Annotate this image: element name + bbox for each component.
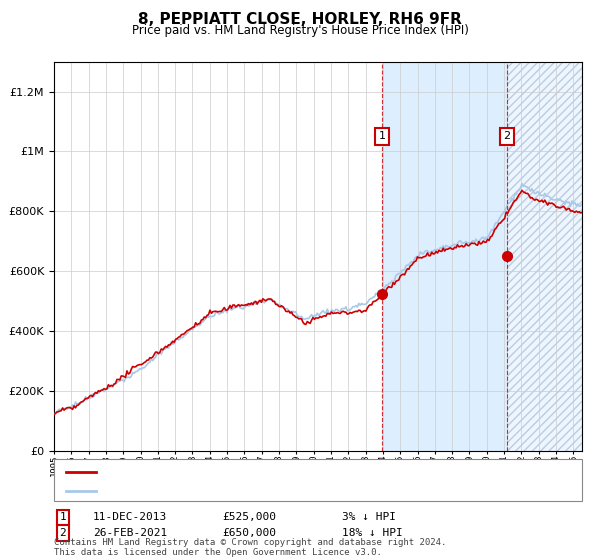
Text: 11-DEC-2013: 11-DEC-2013 <box>93 512 167 522</box>
Text: 18% ↓ HPI: 18% ↓ HPI <box>342 528 403 538</box>
Text: 2: 2 <box>59 528 67 538</box>
Text: 8, PEPPIATT CLOSE, HORLEY, RH6 9FR (detached house): 8, PEPPIATT CLOSE, HORLEY, RH6 9FR (deta… <box>108 467 427 477</box>
Bar <box>382 62 506 451</box>
Text: Price paid vs. HM Land Registry's House Price Index (HPI): Price paid vs. HM Land Registry's House … <box>131 24 469 36</box>
Text: £650,000: £650,000 <box>222 528 276 538</box>
Text: 26-FEB-2021: 26-FEB-2021 <box>93 528 167 538</box>
Text: 2: 2 <box>503 132 510 142</box>
Text: 1: 1 <box>59 512 67 522</box>
Text: 8, PEPPIATT CLOSE, HORLEY, RH6 9FR: 8, PEPPIATT CLOSE, HORLEY, RH6 9FR <box>138 12 462 27</box>
Text: 1: 1 <box>379 132 385 142</box>
Text: Contains HM Land Registry data © Crown copyright and database right 2024.
This d: Contains HM Land Registry data © Crown c… <box>54 538 446 557</box>
Text: 3% ↓ HPI: 3% ↓ HPI <box>342 512 396 522</box>
Text: £525,000: £525,000 <box>222 512 276 522</box>
Text: HPI: Average price, detached house, Reigate and Banstead: HPI: Average price, detached house, Reig… <box>108 486 458 496</box>
Bar <box>506 62 582 451</box>
Bar <box>506 62 582 451</box>
